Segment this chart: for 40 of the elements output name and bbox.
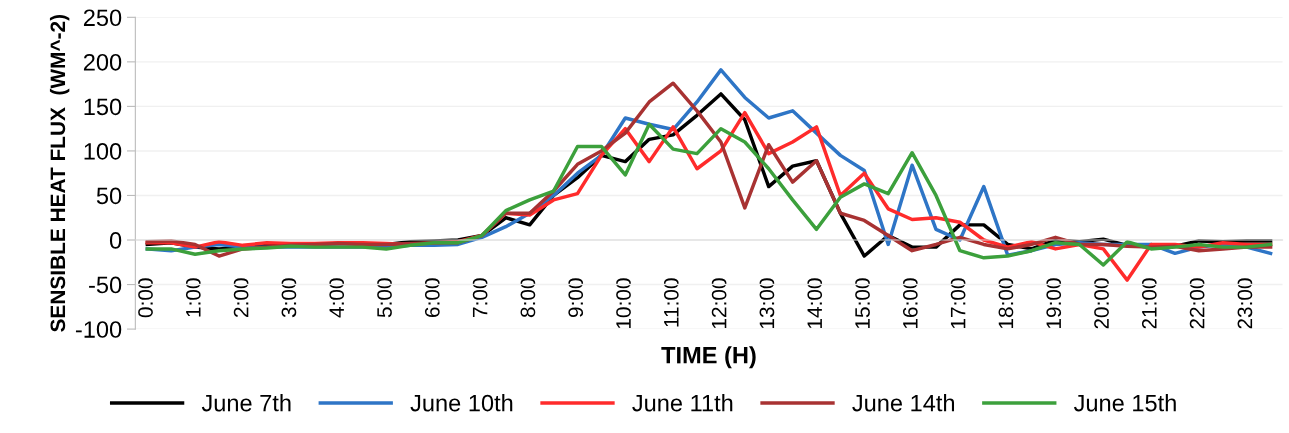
- x-tick-label: 9:00: [568, 278, 584, 318]
- x-tick-label: 8:00: [520, 278, 536, 318]
- x-tick-label: 20:00: [1094, 278, 1109, 329]
- x-tick-label: 21:00: [1141, 278, 1157, 329]
- y-tick-label: -50: [89, 276, 122, 294]
- legend-label: June 14th: [852, 394, 955, 412]
- y-tick-label: 100: [84, 143, 122, 160]
- x-tick-label: 7:00: [472, 278, 488, 317]
- x-axis-title: TIME (H): [661, 346, 756, 369]
- legend-label: June 15th: [1073, 394, 1176, 412]
- x-tick-label: 5:00: [377, 278, 392, 318]
- x-tick-label: 16:00: [902, 278, 918, 329]
- y-tick-label: 200: [83, 53, 122, 71]
- y-tick-label: -100: [75, 321, 122, 338]
- x-tick-label: 10:00: [616, 278, 631, 329]
- y-tick-label: 250: [83, 9, 122, 27]
- x-tick-label: 2:00: [233, 278, 249, 317]
- x-tick-label: 17:00: [950, 278, 966, 329]
- x-tick-label: 12:00: [711, 278, 727, 329]
- legend-label: June 11th: [632, 394, 733, 412]
- y-axis-title: SENSIBLE HEAT FLUX (WM^-2): [49, 14, 70, 332]
- x-tick-label: 22:00: [1189, 278, 1205, 329]
- x-tick-label: 15:00: [855, 278, 870, 329]
- x-tick-label: 14:00: [807, 278, 823, 329]
- x-tick-label: 1:00: [185, 278, 201, 317]
- x-tick-label: 6:00: [424, 278, 440, 317]
- x-tick-label: 0:00: [138, 278, 153, 318]
- x-tick-label: 3:00: [281, 278, 297, 318]
- x-tick-label: 19:00: [1046, 278, 1062, 329]
- x-tick-label: 23:00: [1237, 278, 1253, 329]
- legend-label: June 10th: [410, 394, 513, 412]
- y-tick-label: 150: [84, 98, 122, 116]
- legend-label: June 7th: [201, 394, 291, 412]
- x-tick-label: 4:00: [329, 278, 345, 318]
- y-tick-label: 0: [109, 232, 122, 249]
- line-series: [145, 122, 1273, 267]
- x-tick-label: 18:00: [998, 278, 1014, 329]
- x-tick-label: 11:00: [663, 278, 679, 327]
- x-tick-label: 13:00: [759, 278, 775, 329]
- y-tick-label: 50: [96, 187, 122, 205]
